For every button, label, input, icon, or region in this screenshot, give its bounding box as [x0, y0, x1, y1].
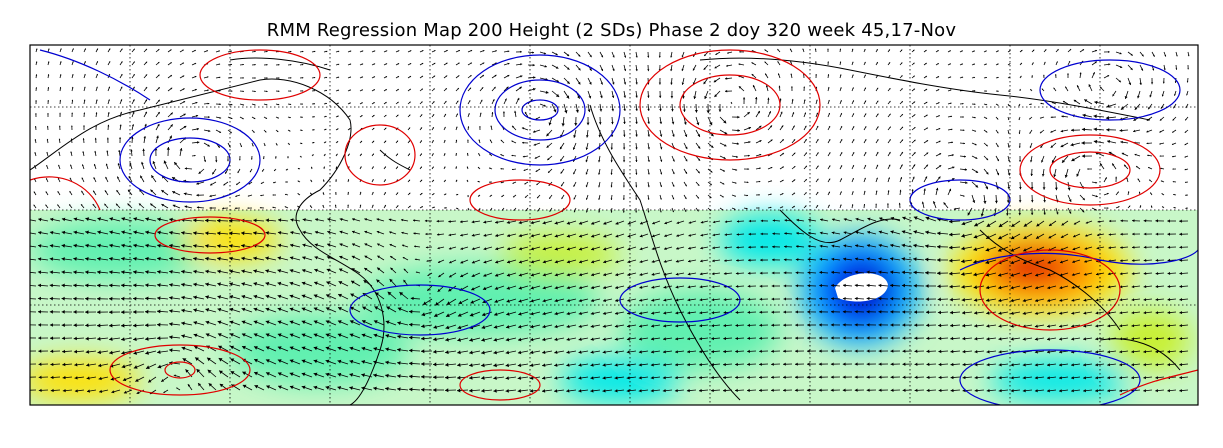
positive-contour: [469, 179, 571, 221]
plot-frame: [29, 44, 1199, 406]
positive-contour: [154, 216, 266, 254]
positive-contour: [639, 49, 821, 161]
positive-contour: [459, 369, 541, 401]
negative-contour: [39, 49, 151, 101]
contour-lines: [30, 49, 1198, 405]
negative-contour: [619, 277, 741, 323]
lat-lon-grid: [30, 45, 1198, 405]
positive-contour: [199, 49, 321, 101]
positive-contour: [979, 249, 1121, 331]
negative-contour: [1039, 59, 1181, 121]
positive-contour: [1049, 151, 1131, 189]
positive-contour: [679, 74, 781, 136]
negative-contour: [959, 349, 1141, 405]
positive-contour: [30, 176, 101, 211]
positive-contour: [1119, 369, 1198, 396]
positive-contour: [344, 124, 416, 186]
negative-contour: [349, 284, 491, 336]
negative-contour: [521, 99, 559, 121]
negative-contour: [459, 54, 621, 166]
positive-contour: [109, 344, 251, 396]
negative-contour: [494, 79, 586, 141]
map-title: RMM Regression Map 200 Height (2 SDs) Ph…: [266, 20, 957, 41]
positive-contour: [1019, 134, 1161, 206]
negative-contour: [909, 179, 1011, 221]
negative-contour: [119, 117, 261, 203]
shading-field: [30, 210, 1198, 405]
negative-contour: [149, 137, 231, 183]
positive-contour: [164, 361, 196, 379]
negative-contour: [959, 249, 1198, 271]
